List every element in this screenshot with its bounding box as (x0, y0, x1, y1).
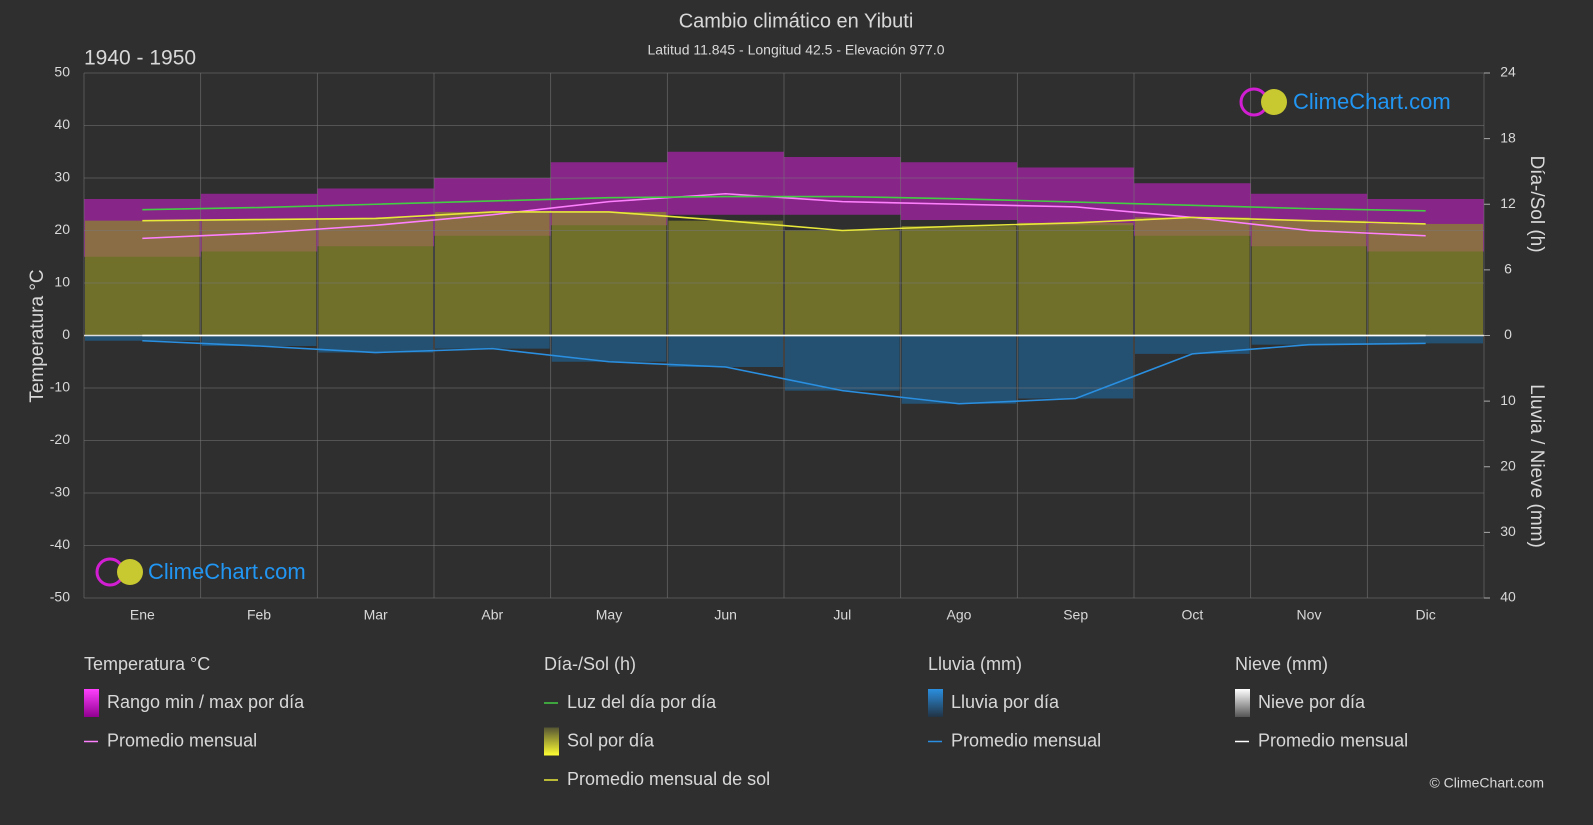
y-tick-label: 10 (54, 274, 70, 290)
copyright: © ClimeChart.com (1429, 775, 1544, 791)
y2-tick-label: 6 (1504, 261, 1512, 277)
legend-swatch (1235, 689, 1250, 717)
x-tick-label: Ene (130, 607, 155, 623)
bar (1368, 223, 1483, 336)
bar (785, 335, 900, 391)
chart-subtitle: Latitud 11.845 - Longitud 42.5 - Elevaci… (647, 42, 944, 58)
legend-label: Promedio mensual (107, 730, 257, 750)
line (142, 211, 1426, 232)
bar (318, 218, 433, 336)
y-tick-label: -30 (50, 484, 70, 500)
y2-tick-label: 12 (1500, 195, 1516, 211)
y-tick-label: -50 (50, 589, 70, 605)
bar (668, 220, 783, 336)
bar (551, 211, 667, 336)
bar (901, 226, 1017, 336)
x-tick-label: Abr (481, 607, 503, 623)
legend-title: Nieve (mm) (1235, 654, 1328, 674)
y-tick-label: 30 (54, 169, 70, 185)
y3-axis-label: Lluvia / Nieve (mm) (1526, 384, 1547, 548)
logo-sun (1261, 89, 1287, 115)
bar (435, 335, 550, 349)
y3-tick-label: 30 (1500, 523, 1516, 539)
y2-axis-label: Día-/Sol (h) (1526, 155, 1547, 252)
x-tick-label: Dic (1416, 607, 1436, 623)
y2-tick-label: 0 (1504, 326, 1512, 342)
plot-area: -50 -40 -30 -20 -10 0 10 20 30 40 50 0 6 12 18 24 10 20 30… (50, 64, 1516, 623)
temp-range (667, 151, 784, 215)
x-tick-label: Sep (1063, 607, 1088, 623)
bar (85, 335, 200, 341)
y3-tick-label: 10 (1500, 392, 1516, 408)
temp-range (1017, 167, 1134, 226)
legend-title: Lluvia (mm) (928, 654, 1022, 674)
legend-label: Promedio mensual de sol (567, 769, 770, 789)
logo-top: ClimeChart.com (1239, 87, 1451, 117)
y-tick-label: 20 (54, 221, 70, 237)
legend-label: Luz del día por día (567, 692, 717, 712)
bar (435, 211, 550, 336)
watermark: ClimeChart.com (1293, 89, 1451, 114)
y-tick-label: 0 (62, 326, 70, 342)
bar (201, 335, 317, 346)
y2-tick-label: 18 (1500, 129, 1516, 145)
line (142, 192, 1426, 240)
bar (201, 219, 317, 336)
legend-label: Sol por día (567, 730, 655, 750)
y2-tick-label: 24 (1500, 64, 1516, 80)
legend-swatch (544, 727, 559, 756)
legend-label: Nieve por día (1258, 692, 1366, 712)
bar (1135, 217, 1250, 336)
bar (1251, 335, 1367, 345)
bar (668, 335, 783, 367)
legend-title: Temperatura °C (84, 654, 210, 674)
bar (1251, 220, 1367, 336)
legend-label: Promedio mensual (1258, 730, 1408, 750)
bar (1018, 222, 1133, 336)
x-tick-label: Jul (833, 607, 851, 623)
bar (318, 335, 433, 353)
bar (1368, 335, 1483, 344)
watermark: ClimeChart.com (148, 559, 306, 584)
line (142, 339, 1426, 405)
y-tick-label: -10 (50, 379, 70, 395)
y-tick-label: -40 (50, 536, 70, 552)
temp-range (784, 157, 901, 215)
x-tick-label: Jun (714, 607, 737, 623)
y3-tick-label: 20 (1500, 457, 1516, 473)
x-tick-label: Oct (1181, 607, 1203, 623)
x-tick-label: Feb (247, 607, 271, 623)
period: 1940 - 1950 (84, 47, 196, 70)
bar (85, 220, 200, 336)
legend-title: Día-/Sol (h) (544, 654, 636, 674)
y-tick-label: 50 (54, 64, 70, 80)
x-tick-label: May (596, 607, 622, 623)
bar (1018, 335, 1133, 399)
temp-range (900, 162, 1018, 220)
legend-label: Rango min / max por día (107, 692, 305, 712)
x-tick-label: Ago (947, 607, 972, 623)
legend-swatch (928, 689, 943, 717)
chart-title: Cambio climático en Yibuti (679, 10, 914, 32)
y-axis-label: Temperatura °C (27, 269, 48, 402)
logo-bottom: ClimeChart.com (95, 557, 306, 587)
bar (901, 335, 1017, 404)
y-tick-label: 40 (54, 116, 70, 132)
line (142, 195, 1426, 212)
y-tick-label: -20 (50, 431, 70, 447)
x-tick-label: Mar (364, 607, 388, 623)
legend-label: Promedio mensual (951, 730, 1101, 750)
legend-swatch (84, 689, 99, 717)
logo-sun (117, 559, 143, 585)
y3-tick-label: 40 (1500, 589, 1516, 605)
legend-label: Lluvia por día (951, 692, 1060, 712)
bar (1135, 335, 1250, 354)
x-tick-label: Nov (1297, 607, 1322, 623)
